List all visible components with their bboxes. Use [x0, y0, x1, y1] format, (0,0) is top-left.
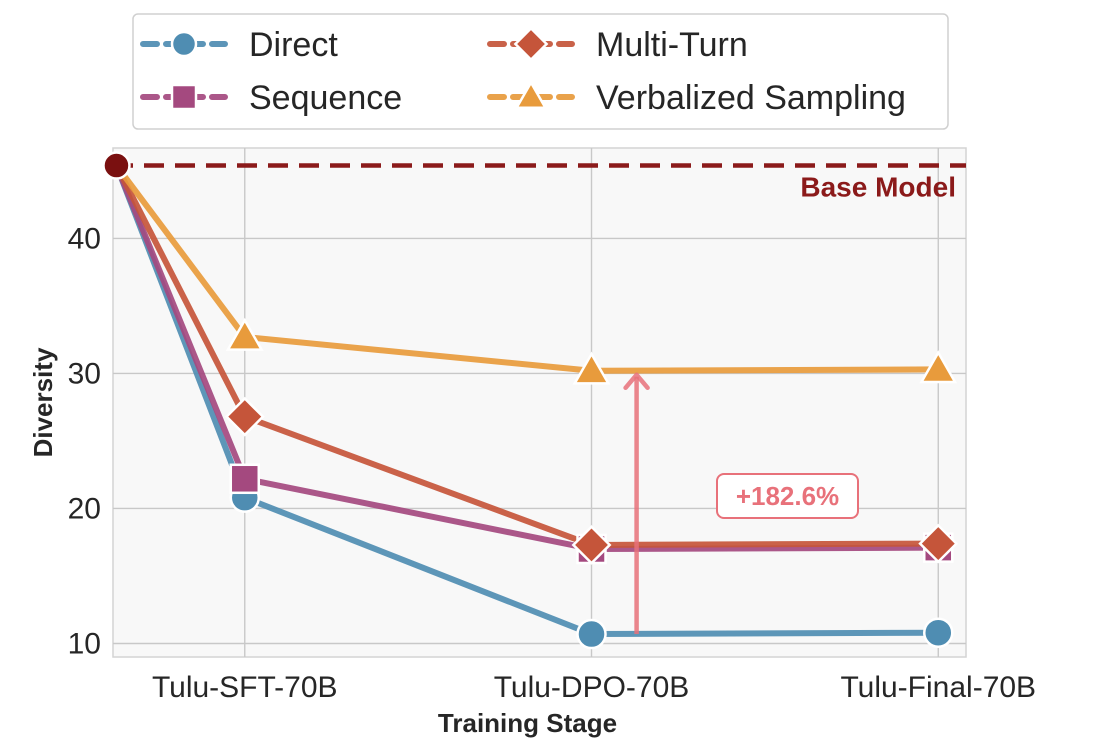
improvement-arrowhead: [623, 372, 650, 391]
series-line-sequence: [113, 162, 942, 552]
y-axis-title: Diversity: [28, 347, 58, 457]
data-point-verbalized-sampling: [572, 351, 611, 385]
legend-marker-direct: [170, 30, 198, 58]
data-point-multi-turn: [224, 396, 265, 437]
y-tick-label: 20: [68, 492, 101, 525]
base-model-point: [102, 151, 131, 180]
series-line-multi-turn: [113, 162, 942, 548]
data-point-verbalized-sampling: [919, 350, 958, 384]
data-point-verbalized-sampling: [225, 317, 264, 351]
data-point-sequence: [229, 463, 261, 495]
series-line-verbalized-sampling: [113, 162, 942, 374]
improvement-label-box: [716, 473, 859, 519]
legend-label-multi-turn: Multi-Turn: [596, 26, 748, 64]
plot-area: [112, 147, 967, 658]
y-tick-label: 40: [68, 222, 101, 255]
legend-label-direct: Direct: [249, 26, 338, 64]
base-model-label: Base Model: [800, 172, 956, 203]
improvement-label: +182.6%: [736, 481, 839, 511]
legend-label-sequence: Sequence: [249, 79, 402, 117]
data-point-direct: [576, 618, 607, 650]
x-tick-label: Tulu-DPO-70B: [494, 671, 690, 704]
legend-marker-multi-turn: [513, 26, 549, 62]
data-point-multi-turn: [571, 524, 612, 565]
legend-marker-sequence: [170, 83, 198, 111]
y-tick-label: 10: [68, 627, 101, 660]
legend-box: [132, 13, 949, 130]
x-tick-label: Tulu-Final-70B: [840, 671, 1036, 704]
x-tick-label: Tulu-SFT-70B: [152, 671, 338, 704]
legend-marker-verbalized-sampling: [514, 80, 548, 110]
legend-label-verbalized-sampling: Verbalized Sampling: [596, 79, 906, 117]
data-point-multi-turn: [918, 523, 959, 564]
data-point-direct: [923, 617, 954, 648]
y-tick-label: 30: [68, 357, 101, 390]
x-axis-title: Training Stage: [438, 708, 617, 738]
series-line-direct: [113, 162, 942, 638]
